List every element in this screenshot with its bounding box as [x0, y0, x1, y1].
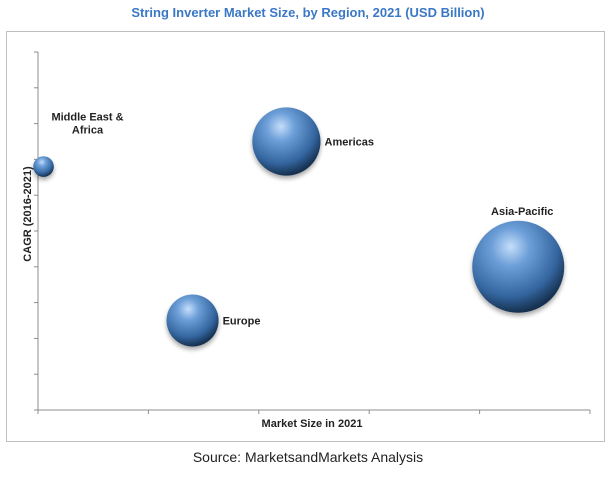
bubble-asia-pacific — [472, 220, 565, 313]
x-axis-label: Market Size in 2021 — [262, 418, 363, 430]
bubble-label-americas: Americas — [325, 137, 375, 149]
bubble-label-middle-east-africa: Middle East & Africa — [51, 112, 123, 137]
chart-title: String Inverter Market Size, by Region, … — [131, 5, 485, 20]
bubble-americas — [252, 107, 321, 176]
source-note: Source: MarketsandMarkets Analysis — [192, 449, 424, 465]
bubble-label-asia-pacific: Asia-Pacific — [491, 206, 553, 218]
axes — [34, 51, 591, 414]
y-axis-label: CAGR (2016-2021) — [22, 166, 34, 262]
chart-frame — [6, 31, 605, 442]
bubbles — [33, 107, 565, 347]
bubble-middle-east-africa — [33, 156, 54, 177]
bubble-label-europe: Europe — [223, 316, 261, 328]
bubble-europe — [166, 294, 219, 347]
bubble-labels: Middle East & Africa Americas Asia-Pacific E… — [51, 112, 553, 328]
